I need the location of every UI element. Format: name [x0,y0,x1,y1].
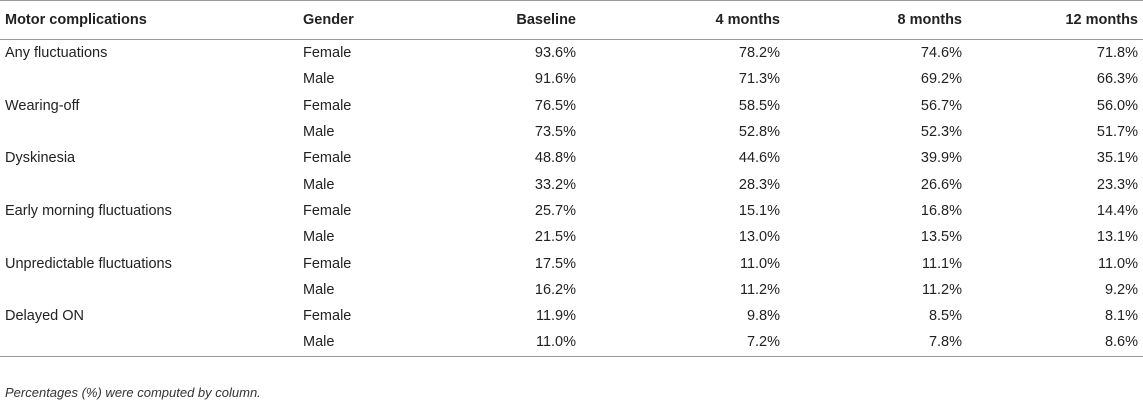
table-row: Any fluctuations Female 93.6% 78.2% 74.6% 71.… [0,40,1143,67]
cell-motor-complication: Early morning fluctuations [5,202,172,219]
cell-gender: Female [303,150,352,167]
cell-12-months: 8.1% [1104,308,1138,325]
cell-4-months: 15.1% [738,202,780,219]
cell-8-months: 13.5% [920,229,962,246]
cell-12-months: 23.3% [1096,176,1138,193]
header-row: Motor complications Gender Baseline 4 mo… [0,0,1143,40]
cell-gender: Female [303,97,352,114]
cell-motor-complication: Wearing-off [5,97,80,114]
header-4-months: 4 months [576,0,780,40]
cell-12-months: 9.2% [1104,281,1138,298]
cell-4-months: 7.2% [576,329,780,357]
table-row: Male 21.5% 13.0% 13.5% 13.1% [0,224,1143,250]
cell-gender: Female [303,255,352,272]
table-row: Male 33.2% 28.3% 26.6% 23.3% [0,171,1143,197]
table-row: Dyskinesia Female 48.8% 44.6% 39.9% 35.1% [0,145,1143,171]
cell-motor-complication: Dyskinesia [5,150,76,167]
cell-4-months: 58.5% [738,97,780,114]
table-footnote: Percentages (%) were computed by column. [5,385,261,400]
table-row: Delayed ON Female 11.9% 9.8% 8.5% 8.1% [0,303,1143,329]
cell-4-months: 9.8% [746,308,780,325]
cell-4-months: 78.2% [738,45,780,62]
cell-motor-complication: Unpredictable fluctuations [5,255,172,272]
cell-motor-complication [0,329,302,357]
cell-12-months: 13.1% [1096,229,1138,246]
cell-gender: Male [303,229,335,246]
cell-baseline: 21.5% [534,229,576,246]
cell-12-months: 56.0% [1096,97,1138,114]
cell-baseline: 76.5% [534,97,576,114]
cell-8-months: 16.8% [920,202,962,219]
cell-baseline: 73.5% [534,124,576,141]
cell-gender: Female [303,202,352,219]
cell-8-months: 8.5% [928,308,962,325]
table-row: Male 73.5% 52.8% 52.3% 51.7% [0,119,1143,145]
cell-8-months: 39.9% [920,150,962,167]
cell-4-months: 52.8% [738,124,780,141]
table-row: Wearing-off Female 76.5% 58.5% 56.7% 56.0% [0,93,1143,119]
header-8-months: 8 months [780,0,962,40]
motor-complications-table-container: Motor complications Gender Baseline 4 mo… [0,0,1143,357]
cell-8-months: 69.2% [920,71,962,88]
cell-motor-complication: Any fluctuations [5,45,108,62]
cell-baseline: 25.7% [534,202,576,219]
cell-gender: Male [303,176,335,193]
header-gender: Gender [302,0,445,40]
cell-motor-complication [0,119,302,145]
cell-12-months: 35.1% [1096,150,1138,167]
cell-12-months: 14.4% [1096,202,1138,219]
cell-motor-complication [0,224,302,250]
table-row: Unpredictable fluctuations Female 17.5% 11.… [0,250,1143,276]
header-baseline: Baseline [445,0,576,40]
cell-baseline: 33.2% [534,176,576,193]
cell-baseline: 11.0% [445,329,576,357]
cell-4-months: 13.0% [738,229,780,246]
table-row: Male 16.2% 11.2% 11.2% 9.2% [0,277,1143,303]
table-body: Any fluctuations Female 93.6% 78.2% 74.6% 71.… [0,40,1143,357]
cell-12-months: 71.8% [1096,45,1138,62]
cell-4-months: 28.3% [738,176,780,193]
cell-8-months: 7.8% [780,329,962,357]
cell-motor-complication [0,66,302,92]
table-row: Male 91.6% 71.3% 69.2% 66.3% [0,66,1143,92]
cell-baseline: 48.8% [534,150,576,167]
cell-gender: Female [303,45,352,62]
cell-baseline: 91.6% [534,71,576,88]
cell-motor-complication: Delayed ON [5,308,84,325]
table-row: Male 11.0% 7.2% 7.8% 8.6% [0,329,1143,357]
cell-4-months: 11.0% [739,255,780,272]
cell-8-months: 11.2% [921,281,962,298]
cell-12-months: 51.7% [1096,124,1138,141]
cell-8-months: 52.3% [920,124,962,141]
cell-gender: Male [303,124,335,141]
header-motor-complications: Motor complications [0,0,302,40]
cell-gender: Male [302,329,445,357]
cell-gender: Female [303,308,352,325]
cell-baseline: 93.6% [534,45,576,62]
cell-8-months: 74.6% [920,45,962,62]
cell-12-months: 11.0% [1097,255,1138,272]
cell-4-months: 11.2% [739,281,780,298]
cell-8-months: 56.7% [920,97,962,114]
cell-baseline: 11.9% [535,308,576,325]
cell-8-months: 26.6% [920,176,962,193]
cell-12-months: 8.6% [962,329,1143,357]
cell-baseline: 16.2% [534,281,576,298]
cell-12-months: 66.3% [1096,71,1138,88]
header-12-months: 12 months [962,0,1143,40]
cell-gender: Male [303,71,335,88]
cell-baseline: 17.5% [534,255,576,272]
cell-4-months: 71.3% [738,71,780,88]
cell-4-months: 44.6% [738,150,780,167]
cell-8-months: 11.1% [921,255,962,272]
cell-motor-complication [0,277,302,303]
cell-motor-complication [0,171,302,197]
cell-gender: Male [303,281,335,298]
motor-complications-table: Motor complications Gender Baseline 4 mo… [0,0,1143,357]
table-row: Early morning fluctuations Female 25.7% 15.… [0,198,1143,224]
